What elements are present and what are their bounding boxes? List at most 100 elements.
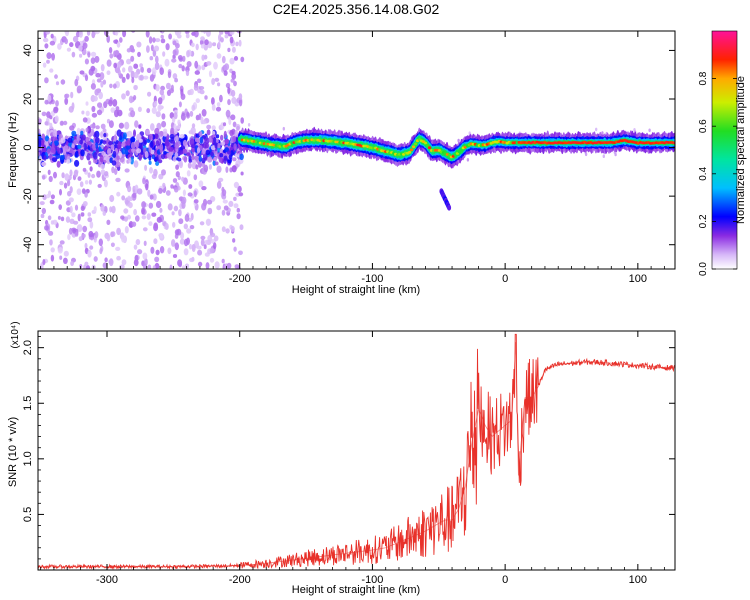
colorbar-tick-label: 0.8 (698, 71, 709, 85)
spectrogram-noise-point (115, 246, 121, 251)
spectrogram-ytick-label: 20 (22, 93, 34, 105)
spectrogram-noise-point (146, 213, 151, 221)
spectrogram-noise-point (77, 213, 81, 222)
spectrogram-noise-point (96, 109, 103, 116)
snr-xtick-label: 100 (629, 574, 647, 586)
spectrogram-noise-point (125, 90, 130, 97)
spectrogram-noise-point (97, 183, 102, 188)
spectrogram-noise-point (74, 159, 80, 167)
spectrogram-noise-point (153, 45, 160, 52)
spectrogram-noise-point (175, 164, 180, 170)
spectrogram-noise-point (82, 233, 86, 238)
spectrogram-noise-point (122, 31, 127, 38)
spectrogram-noise-point (103, 31, 109, 37)
spectrogram-noise-point (158, 187, 163, 194)
spectrogram-noise-point (46, 129, 50, 137)
spectrogram-noise-point (89, 221, 94, 229)
spectrogram-noise-point (88, 179, 92, 185)
spectrogram-noise-point (150, 246, 155, 254)
colorbar: 0.0 0.2 0.4 0.6 0.8 Normalized spectral ampl… (698, 30, 747, 276)
spectrogram-noise-point (164, 139, 170, 147)
spectrogram-noise-point (199, 136, 204, 144)
spectrogram-noise-point (186, 152, 191, 157)
spectrogram-noise-point (100, 63, 105, 72)
spectrogram-noise-point (54, 115, 59, 123)
spectrogram-noise-point (186, 61, 192, 68)
spectrogram-noise-point (232, 157, 237, 162)
spectrogram-noise-point (102, 79, 107, 85)
spectrogram-noise-point (213, 156, 218, 162)
snr-plot-area (38, 331, 675, 570)
spectrogram-ridge-core (427, 146, 432, 150)
figure-title: C2E4.2025.356.14.08.G02 (273, 1, 440, 17)
spectrogram-noise-point (102, 210, 107, 216)
spectrogram-noise-point (81, 110, 85, 115)
spectrogram-noise-point (87, 217, 93, 223)
spectrogram-noise-point (109, 83, 113, 89)
spectrogram-noise-point (174, 152, 179, 158)
spectrogram-noise-point (100, 204, 105, 212)
spectrogram-noise-point (113, 62, 118, 69)
spectrogram-noise-point (67, 190, 72, 197)
spectrogram-noise-point (113, 39, 119, 44)
spectrogram-ridge-core (408, 150, 412, 154)
spectrogram-noise-point (44, 135, 49, 142)
spectrogram-noise-point (231, 46, 236, 53)
spectrogram-noise-point (111, 231, 116, 237)
spectrogram-noise-point (44, 77, 49, 84)
spectrogram-noise-point (40, 140, 46, 148)
spectrogram-noise-point (175, 135, 179, 143)
spectrogram-noise-point (201, 186, 207, 191)
spectrogram-noise-point (170, 184, 174, 189)
spectrogram-noise-point (91, 173, 96, 179)
spectrogram-noise-point (155, 38, 161, 43)
spectrogram-noise-point (50, 254, 55, 262)
spectrogram-noise-point (227, 99, 231, 106)
spectrogram-noise-point (149, 167, 153, 174)
spectrogram-noise-point (224, 31, 229, 35)
spectrogram-noise-point (59, 180, 64, 186)
spectrogram-noise-point (47, 169, 51, 175)
spectrogram-noise-point (69, 205, 73, 214)
spectrogram-noise-point (230, 89, 236, 97)
snr-ytick-label: 1.0 (22, 451, 34, 466)
spectrogram-noise-point (173, 205, 179, 212)
spectrogram-noise-point (216, 165, 222, 173)
spectrogram-ridge-core (425, 144, 430, 147)
spectrogram-noise-point (102, 140, 107, 145)
spectrogram-noise-point (41, 207, 46, 215)
spectrogram-noise-point (38, 139, 42, 145)
spectrogram-outlier-point (447, 204, 452, 211)
snr-xtick-label: -100 (361, 574, 383, 586)
spectrogram-noise-point (88, 68, 94, 76)
snr-xlabel: Height of straight line (km) (292, 584, 420, 596)
spectrogram-ridge-core (672, 141, 675, 145)
spectrogram-noise-point (76, 85, 82, 94)
spectrogram-noise-point (93, 206, 97, 213)
spectrogram-noise-point (71, 102, 75, 110)
spectrogram-noise-point (102, 128, 107, 134)
spectrogram-noise-point (155, 111, 161, 118)
spectrogram-noise-point (94, 55, 100, 63)
spectrogram-noise-point (161, 169, 166, 176)
spectrogram-noise-point (82, 117, 88, 123)
spectrogram-noise-point (129, 132, 133, 138)
spectrogram-noise-point (122, 67, 126, 73)
spectrogram-noise-point (46, 59, 50, 64)
spectrogram-noise-point (86, 31, 91, 36)
spectrogram-noise-point (67, 234, 71, 241)
spectrogram-noise-point (60, 216, 65, 222)
spectrogram-noise-point (151, 212, 157, 217)
spectrogram-noise-point (199, 89, 205, 95)
spectrogram-noise-point (64, 93, 70, 99)
spectrogram-noise-point (228, 117, 232, 126)
spectrogram-noise-point (224, 34, 229, 39)
spectrogram-noise-point (209, 247, 215, 254)
spectrogram-noise-point (221, 209, 226, 216)
spectrogram-noise-point (38, 155, 43, 163)
spectrogram-noise-point (221, 226, 226, 233)
spectrogram-noise-point (155, 200, 162, 209)
spectrogram-noise-point (193, 84, 199, 91)
spectrogram-noise-point (107, 148, 112, 154)
spectrogram-noise-point (214, 77, 220, 82)
